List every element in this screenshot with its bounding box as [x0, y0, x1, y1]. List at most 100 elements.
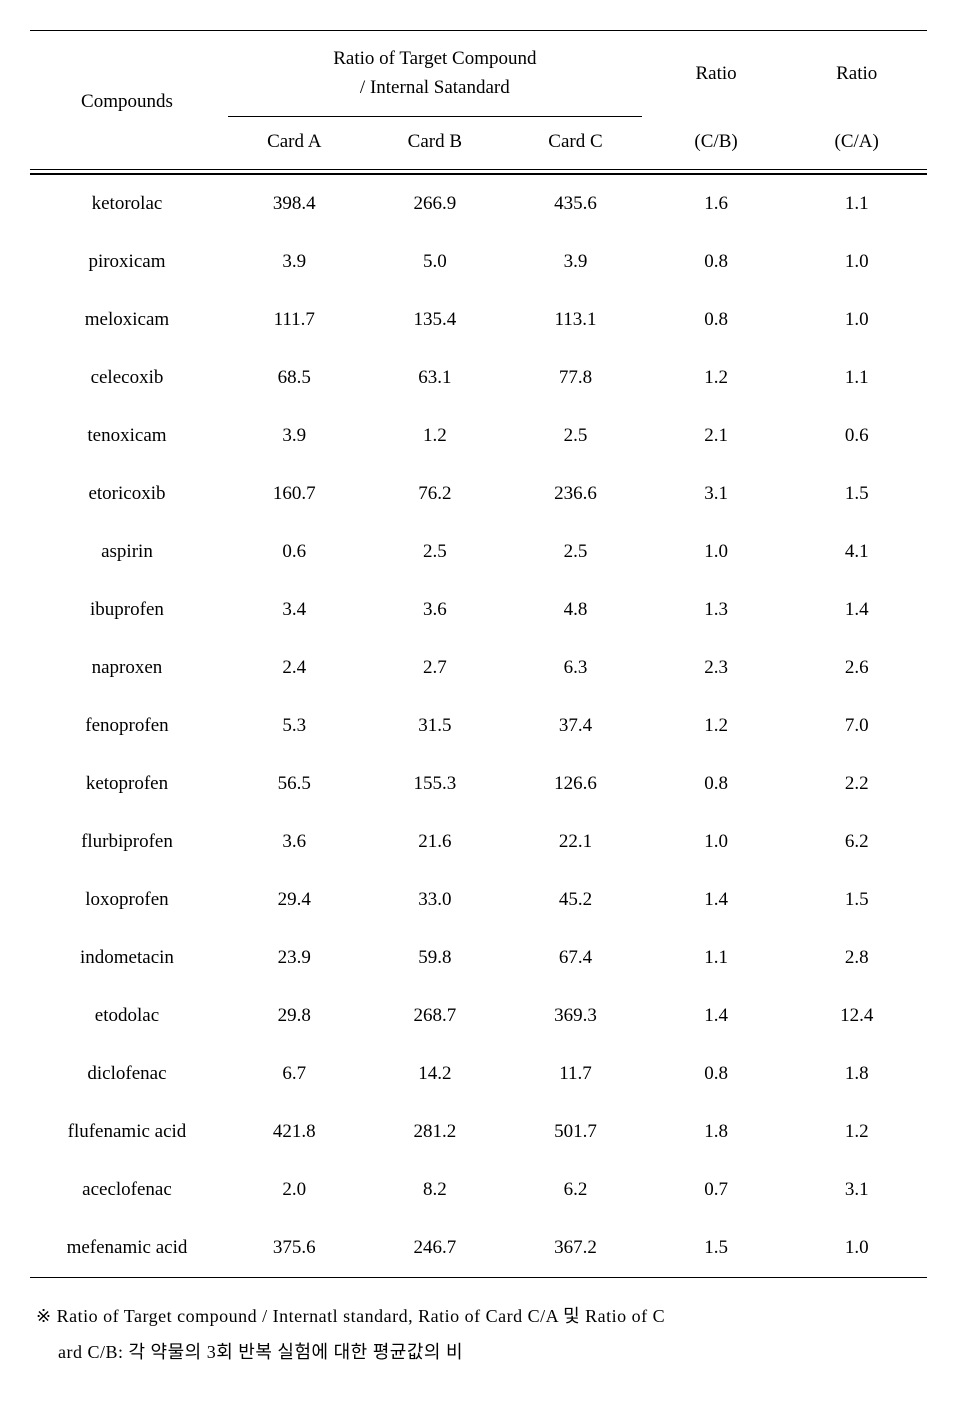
compound-cell: indometacin	[30, 929, 224, 987]
card-a-cell: 3.9	[224, 233, 365, 291]
header-card-b: Card B	[365, 117, 506, 174]
header-card-c: Card C	[505, 117, 646, 174]
card-a-cell: 23.9	[224, 929, 365, 987]
card-b-cell: 246.7	[365, 1219, 506, 1278]
card-b-cell: 266.9	[365, 174, 506, 233]
table-row: mefenamic acid375.6246.7367.21.51.0	[30, 1219, 927, 1278]
card-c-cell: 11.7	[505, 1045, 646, 1103]
card-a-cell: 6.7	[224, 1045, 365, 1103]
ratio-cb-cell: 1.2	[646, 349, 787, 407]
compound-cell: flurbiprofen	[30, 813, 224, 871]
ratio-ca-cell: 3.1	[786, 1161, 927, 1219]
table-row: meloxicam111.7135.4113.10.81.0	[30, 291, 927, 349]
card-b-cell: 268.7	[365, 987, 506, 1045]
table-row: ketoprofen56.5155.3126.60.82.2	[30, 755, 927, 813]
card-c-cell: 45.2	[505, 871, 646, 929]
card-a-cell: 160.7	[224, 465, 365, 523]
card-a-cell: 29.8	[224, 987, 365, 1045]
card-c-cell: 6.3	[505, 639, 646, 697]
card-c-cell: 3.9	[505, 233, 646, 291]
card-a-cell: 68.5	[224, 349, 365, 407]
ratio-cb-cell: 0.8	[646, 233, 787, 291]
card-a-cell: 111.7	[224, 291, 365, 349]
card-c-cell: 2.5	[505, 407, 646, 465]
compound-cell: flufenamic acid	[30, 1103, 224, 1161]
ratio-ca-cell: 1.8	[786, 1045, 927, 1103]
ratio-ca-cell: 1.0	[786, 1219, 927, 1278]
card-c-cell: 236.6	[505, 465, 646, 523]
table-body: ketorolac398.4266.9435.61.61.1piroxicam3…	[30, 174, 927, 1278]
card-a-cell: 0.6	[224, 523, 365, 581]
table-row: etoricoxib160.776.2236.63.11.5	[30, 465, 927, 523]
ratio-cb-cell: 1.6	[646, 174, 787, 233]
header-spanner-line2: / Internal Satandard	[360, 77, 510, 98]
ratio-ca-cell: 1.0	[786, 233, 927, 291]
card-b-cell: 8.2	[365, 1161, 506, 1219]
card-b-cell: 14.2	[365, 1045, 506, 1103]
card-c-cell: 367.2	[505, 1219, 646, 1278]
card-a-cell: 5.3	[224, 697, 365, 755]
footnote-line2: ard C/B: 각 약물의 3회 반복 실험에 대한 평균값의 비	[58, 1342, 463, 1362]
ratio-ca-cell: 1.1	[786, 174, 927, 233]
card-a-cell: 29.4	[224, 871, 365, 929]
compound-cell: meloxicam	[30, 291, 224, 349]
card-c-cell: 4.8	[505, 581, 646, 639]
card-c-cell: 22.1	[505, 813, 646, 871]
header-ratio-cb-top-label: Ratio	[695, 63, 736, 84]
card-b-cell: 31.5	[365, 697, 506, 755]
card-b-cell: 2.5	[365, 523, 506, 581]
header-ratio-ca-bottom: (C/A)	[786, 117, 927, 174]
ratio-ca-cell: 2.2	[786, 755, 927, 813]
compound-cell: piroxicam	[30, 233, 224, 291]
ratio-cb-cell: 1.0	[646, 523, 787, 581]
ratio-ca-cell: 2.6	[786, 639, 927, 697]
card-b-cell: 2.7	[365, 639, 506, 697]
table-row: celecoxib68.563.177.81.21.1	[30, 349, 927, 407]
card-a-cell: 3.9	[224, 407, 365, 465]
card-c-cell: 113.1	[505, 291, 646, 349]
ratio-cb-cell: 0.8	[646, 755, 787, 813]
ratio-cb-cell: 2.1	[646, 407, 787, 465]
ratio-cb-cell: 1.5	[646, 1219, 787, 1278]
card-a-cell: 56.5	[224, 755, 365, 813]
card-b-cell: 1.2	[365, 407, 506, 465]
compound-cell: fenoprofen	[30, 697, 224, 755]
compound-cell: etoricoxib	[30, 465, 224, 523]
compound-cell: etodolac	[30, 987, 224, 1045]
table-row: loxoprofen29.433.045.21.41.5	[30, 871, 927, 929]
card-b-cell: 63.1	[365, 349, 506, 407]
ratio-ca-cell: 7.0	[786, 697, 927, 755]
card-c-cell: 6.2	[505, 1161, 646, 1219]
ratio-ca-cell: 1.0	[786, 291, 927, 349]
header-compounds-label: Compounds	[81, 91, 173, 112]
header-card-a: Card A	[224, 117, 365, 174]
ratio-cb-cell: 0.7	[646, 1161, 787, 1219]
footnote-marker: ※	[36, 1306, 52, 1326]
card-a-cell: 2.4	[224, 639, 365, 697]
compound-cell: loxoprofen	[30, 871, 224, 929]
card-a-cell: 375.6	[224, 1219, 365, 1278]
card-c-cell: 37.4	[505, 697, 646, 755]
card-b-cell: 155.3	[365, 755, 506, 813]
header-compounds: Compounds	[30, 31, 224, 175]
card-b-cell: 76.2	[365, 465, 506, 523]
results-table-container: Compounds Ratio of Target Compound / Int…	[30, 30, 927, 1278]
ratio-cb-cell: 1.2	[646, 697, 787, 755]
ratio-ca-cell: 1.5	[786, 465, 927, 523]
card-a-cell: 3.4	[224, 581, 365, 639]
card-b-cell: 33.0	[365, 871, 506, 929]
header-spanner-line1: Ratio of Target Compound	[333, 48, 536, 69]
card-b-cell: 21.6	[365, 813, 506, 871]
ratio-ca-cell: 2.8	[786, 929, 927, 987]
table-row: etodolac29.8268.7369.31.412.4	[30, 987, 927, 1045]
compound-cell: ketoprofen	[30, 755, 224, 813]
compound-cell: diclofenac	[30, 1045, 224, 1103]
card-a-cell: 2.0	[224, 1161, 365, 1219]
table-row: diclofenac6.714.211.70.81.8	[30, 1045, 927, 1103]
ratio-cb-cell: 1.0	[646, 813, 787, 871]
table-row: naproxen2.42.76.32.32.6	[30, 639, 927, 697]
card-b-cell: 3.6	[365, 581, 506, 639]
ratio-ca-cell: 4.1	[786, 523, 927, 581]
ratio-cb-cell: 1.8	[646, 1103, 787, 1161]
table-row: indometacin23.959.867.41.12.8	[30, 929, 927, 987]
